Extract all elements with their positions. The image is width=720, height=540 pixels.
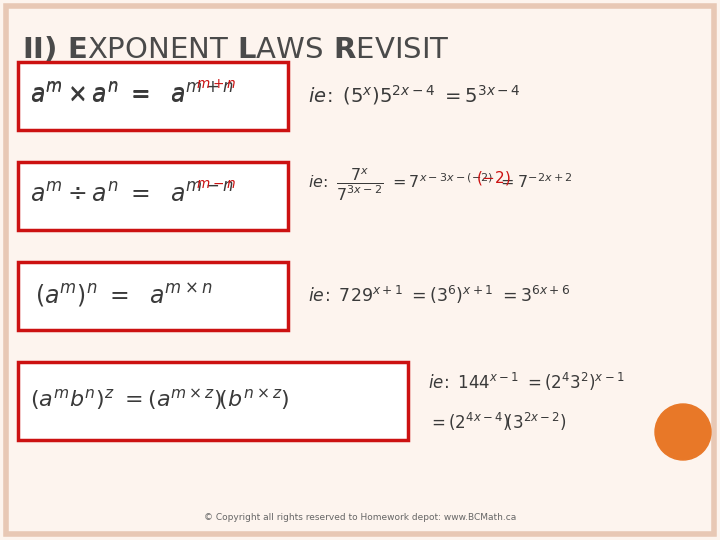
FancyBboxPatch shape: [6, 6, 714, 534]
Text: $ie\!:\ 729^{x+1}\ =\left(3^{6}\right)^{x+1}\ =3^{6x+6}$: $ie\!:\ 729^{x+1}\ =\left(3^{6}\right)^{…: [308, 284, 570, 306]
Text: $(-2)$: $(-2)$: [476, 169, 511, 187]
FancyBboxPatch shape: [18, 62, 288, 130]
FancyBboxPatch shape: [18, 162, 288, 230]
Text: $\left(a^{m}\right)^{n}\ =\ \ a^{m\times n}$: $\left(a^{m}\right)^{n}\ =\ \ a^{m\times…: [35, 281, 212, 309]
Text: $ie\!:\ \left(5^{x}\right)5^{2x-4}\ =5^{3x-4}$: $ie\!:\ \left(5^{x}\right)5^{2x-4}\ =5^{…: [308, 83, 521, 107]
Text: $\left(a^{m}b^{n}\right)^{z}\ =\left(a^{m\times z}\right)\!\left(b^{n\times z}\r: $\left(a^{m}b^{n}\right)^{z}\ =\left(a^{…: [30, 387, 289, 413]
Circle shape: [655, 404, 711, 460]
FancyBboxPatch shape: [18, 362, 408, 440]
FancyBboxPatch shape: [18, 262, 288, 330]
Text: $a^{m} \div a^{n}\ =\ \ a^{m-n}$: $a^{m} \div a^{n}\ =\ \ a^{m-n}$: [30, 183, 233, 207]
Text: II) E$\sf{XPONENT}$ L$\sf{AWS}$ R$\sf{EVISIT}$: II) E$\sf{XPONENT}$ L$\sf{AWS}$ R$\sf{EV…: [22, 35, 449, 64]
Text: $a^{m} \times a^{n}\ =\ \ a^{\mathregular{ }}$: $a^{m} \times a^{n}\ =\ \ a^{\mathregula…: [30, 83, 185, 107]
Text: $^{m-n}$: $^{m-n}$: [196, 179, 236, 197]
Text: © Copyright all rights reserved to Homework depot: www.BCMath.ca: © Copyright all rights reserved to Homew…: [204, 514, 516, 523]
Text: $a^{m} \times a^{n}\ =\ \ a^{m+n}$: $a^{m} \times a^{n}\ =\ \ a^{m+n}$: [30, 83, 233, 107]
Text: $ie\!:\ 144^{x-1}\ =\left(2^{4}3^{2}\right)^{x-1}$: $ie\!:\ 144^{x-1}\ =\left(2^{4}3^{2}\rig…: [428, 371, 624, 393]
Text: $=\left(2^{4x-4}\right)\!\left(3^{2x-2}\right)$: $=\left(2^{4x-4}\right)\!\left(3^{2x-2}\…: [428, 411, 567, 433]
Text: $^{m+n}$: $^{m+n}$: [196, 79, 236, 97]
Text: $ie\!:\ \dfrac{7^{x}}{7^{3x-2}}\ =7^{x-3x-(-2)}\ =7^{-2x+2}$: $ie\!:\ \dfrac{7^{x}}{7^{3x-2}}\ =7^{x-3…: [308, 167, 572, 203]
